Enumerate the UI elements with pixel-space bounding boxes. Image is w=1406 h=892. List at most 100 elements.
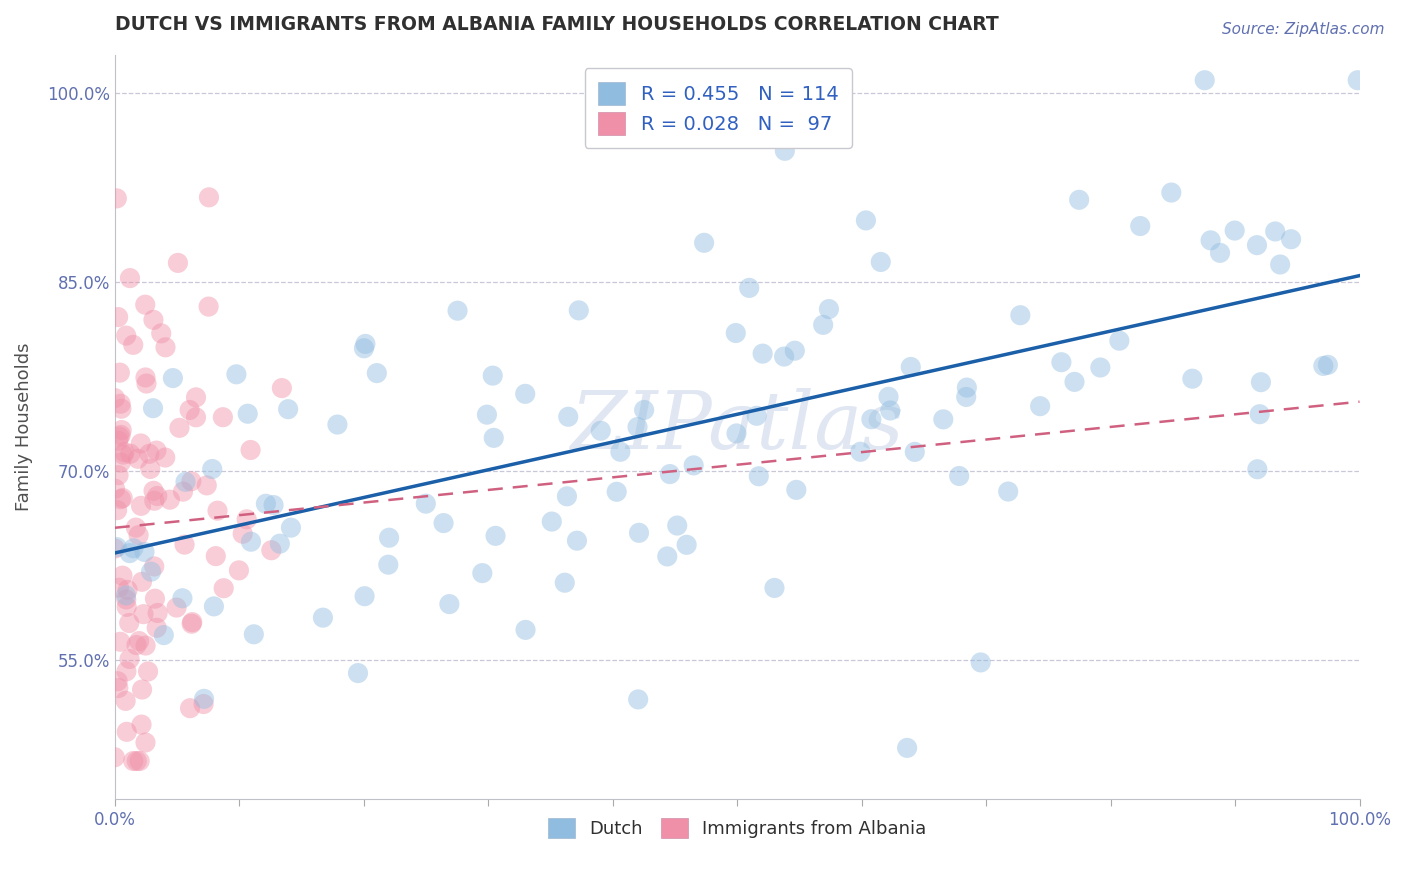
Point — [139, 462, 162, 476]
Point — [277, 402, 299, 417]
Point — [115, 724, 138, 739]
Point — [568, 303, 591, 318]
Point — [1010, 308, 1032, 322]
Point — [179, 403, 201, 417]
Point — [1209, 245, 1232, 260]
Point — [110, 397, 132, 411]
Point — [105, 503, 128, 517]
Point — [232, 526, 254, 541]
Point — [166, 600, 188, 615]
Point — [131, 574, 153, 589]
Point — [107, 310, 129, 324]
Legend: Dutch, Immigrants from Albania: Dutch, Immigrants from Albania — [540, 811, 934, 846]
Point — [104, 541, 127, 556]
Point — [115, 599, 138, 614]
Point — [172, 591, 194, 606]
Point — [212, 410, 235, 425]
Point — [475, 408, 498, 422]
Point — [104, 482, 127, 496]
Point — [555, 489, 578, 503]
Point — [439, 597, 461, 611]
Point — [554, 575, 576, 590]
Point — [243, 627, 266, 641]
Point — [105, 191, 128, 205]
Point — [724, 326, 747, 340]
Point — [118, 652, 141, 666]
Point — [125, 520, 148, 534]
Point — [239, 442, 262, 457]
Point — [143, 493, 166, 508]
Point — [120, 447, 142, 461]
Point — [155, 450, 177, 465]
Point — [955, 390, 977, 404]
Point — [1199, 233, 1222, 247]
Point — [1029, 399, 1052, 413]
Point — [657, 549, 679, 564]
Point — [626, 420, 648, 434]
Point — [108, 430, 131, 444]
Point — [134, 735, 156, 749]
Point — [326, 417, 349, 432]
Point — [353, 589, 375, 603]
Point — [111, 423, 134, 437]
Point — [997, 484, 1019, 499]
Point — [932, 412, 955, 426]
Point — [125, 754, 148, 768]
Point — [1249, 407, 1271, 421]
Point — [849, 444, 872, 458]
Point — [117, 582, 139, 597]
Point — [173, 538, 195, 552]
Point — [540, 515, 562, 529]
Point — [818, 301, 841, 316]
Point — [763, 581, 786, 595]
Point — [125, 638, 148, 652]
Point — [207, 504, 229, 518]
Point — [132, 607, 155, 622]
Point — [128, 754, 150, 768]
Point — [162, 371, 184, 385]
Point — [956, 381, 979, 395]
Point — [142, 483, 165, 498]
Point — [1268, 258, 1291, 272]
Point — [240, 534, 263, 549]
Point — [900, 359, 922, 374]
Point — [378, 531, 401, 545]
Point — [107, 468, 129, 483]
Point — [122, 541, 145, 556]
Text: Source: ZipAtlas.com: Source: ZipAtlas.com — [1222, 22, 1385, 37]
Point — [1090, 360, 1112, 375]
Point — [104, 750, 127, 764]
Point — [260, 543, 283, 558]
Point — [134, 545, 156, 559]
Point — [135, 639, 157, 653]
Point — [860, 412, 883, 426]
Point — [184, 390, 207, 404]
Point — [228, 563, 250, 577]
Point — [773, 350, 796, 364]
Point — [515, 387, 537, 401]
Point — [107, 434, 129, 448]
Point — [110, 634, 132, 648]
Point — [105, 540, 128, 554]
Point — [138, 447, 160, 461]
Point — [136, 665, 159, 679]
Point — [146, 489, 169, 503]
Point — [738, 281, 761, 295]
Point — [134, 370, 156, 384]
Point — [159, 492, 181, 507]
Point — [269, 536, 291, 550]
Point — [312, 610, 335, 624]
Point — [1250, 375, 1272, 389]
Y-axis label: Family Households: Family Households — [15, 343, 32, 511]
Point — [482, 431, 505, 445]
Point — [145, 621, 167, 635]
Point — [127, 451, 149, 466]
Point — [167, 256, 190, 270]
Point — [415, 497, 437, 511]
Point — [107, 674, 129, 689]
Point — [1129, 219, 1152, 233]
Point — [135, 376, 157, 391]
Point — [1069, 193, 1091, 207]
Point — [783, 343, 806, 358]
Point — [745, 409, 768, 423]
